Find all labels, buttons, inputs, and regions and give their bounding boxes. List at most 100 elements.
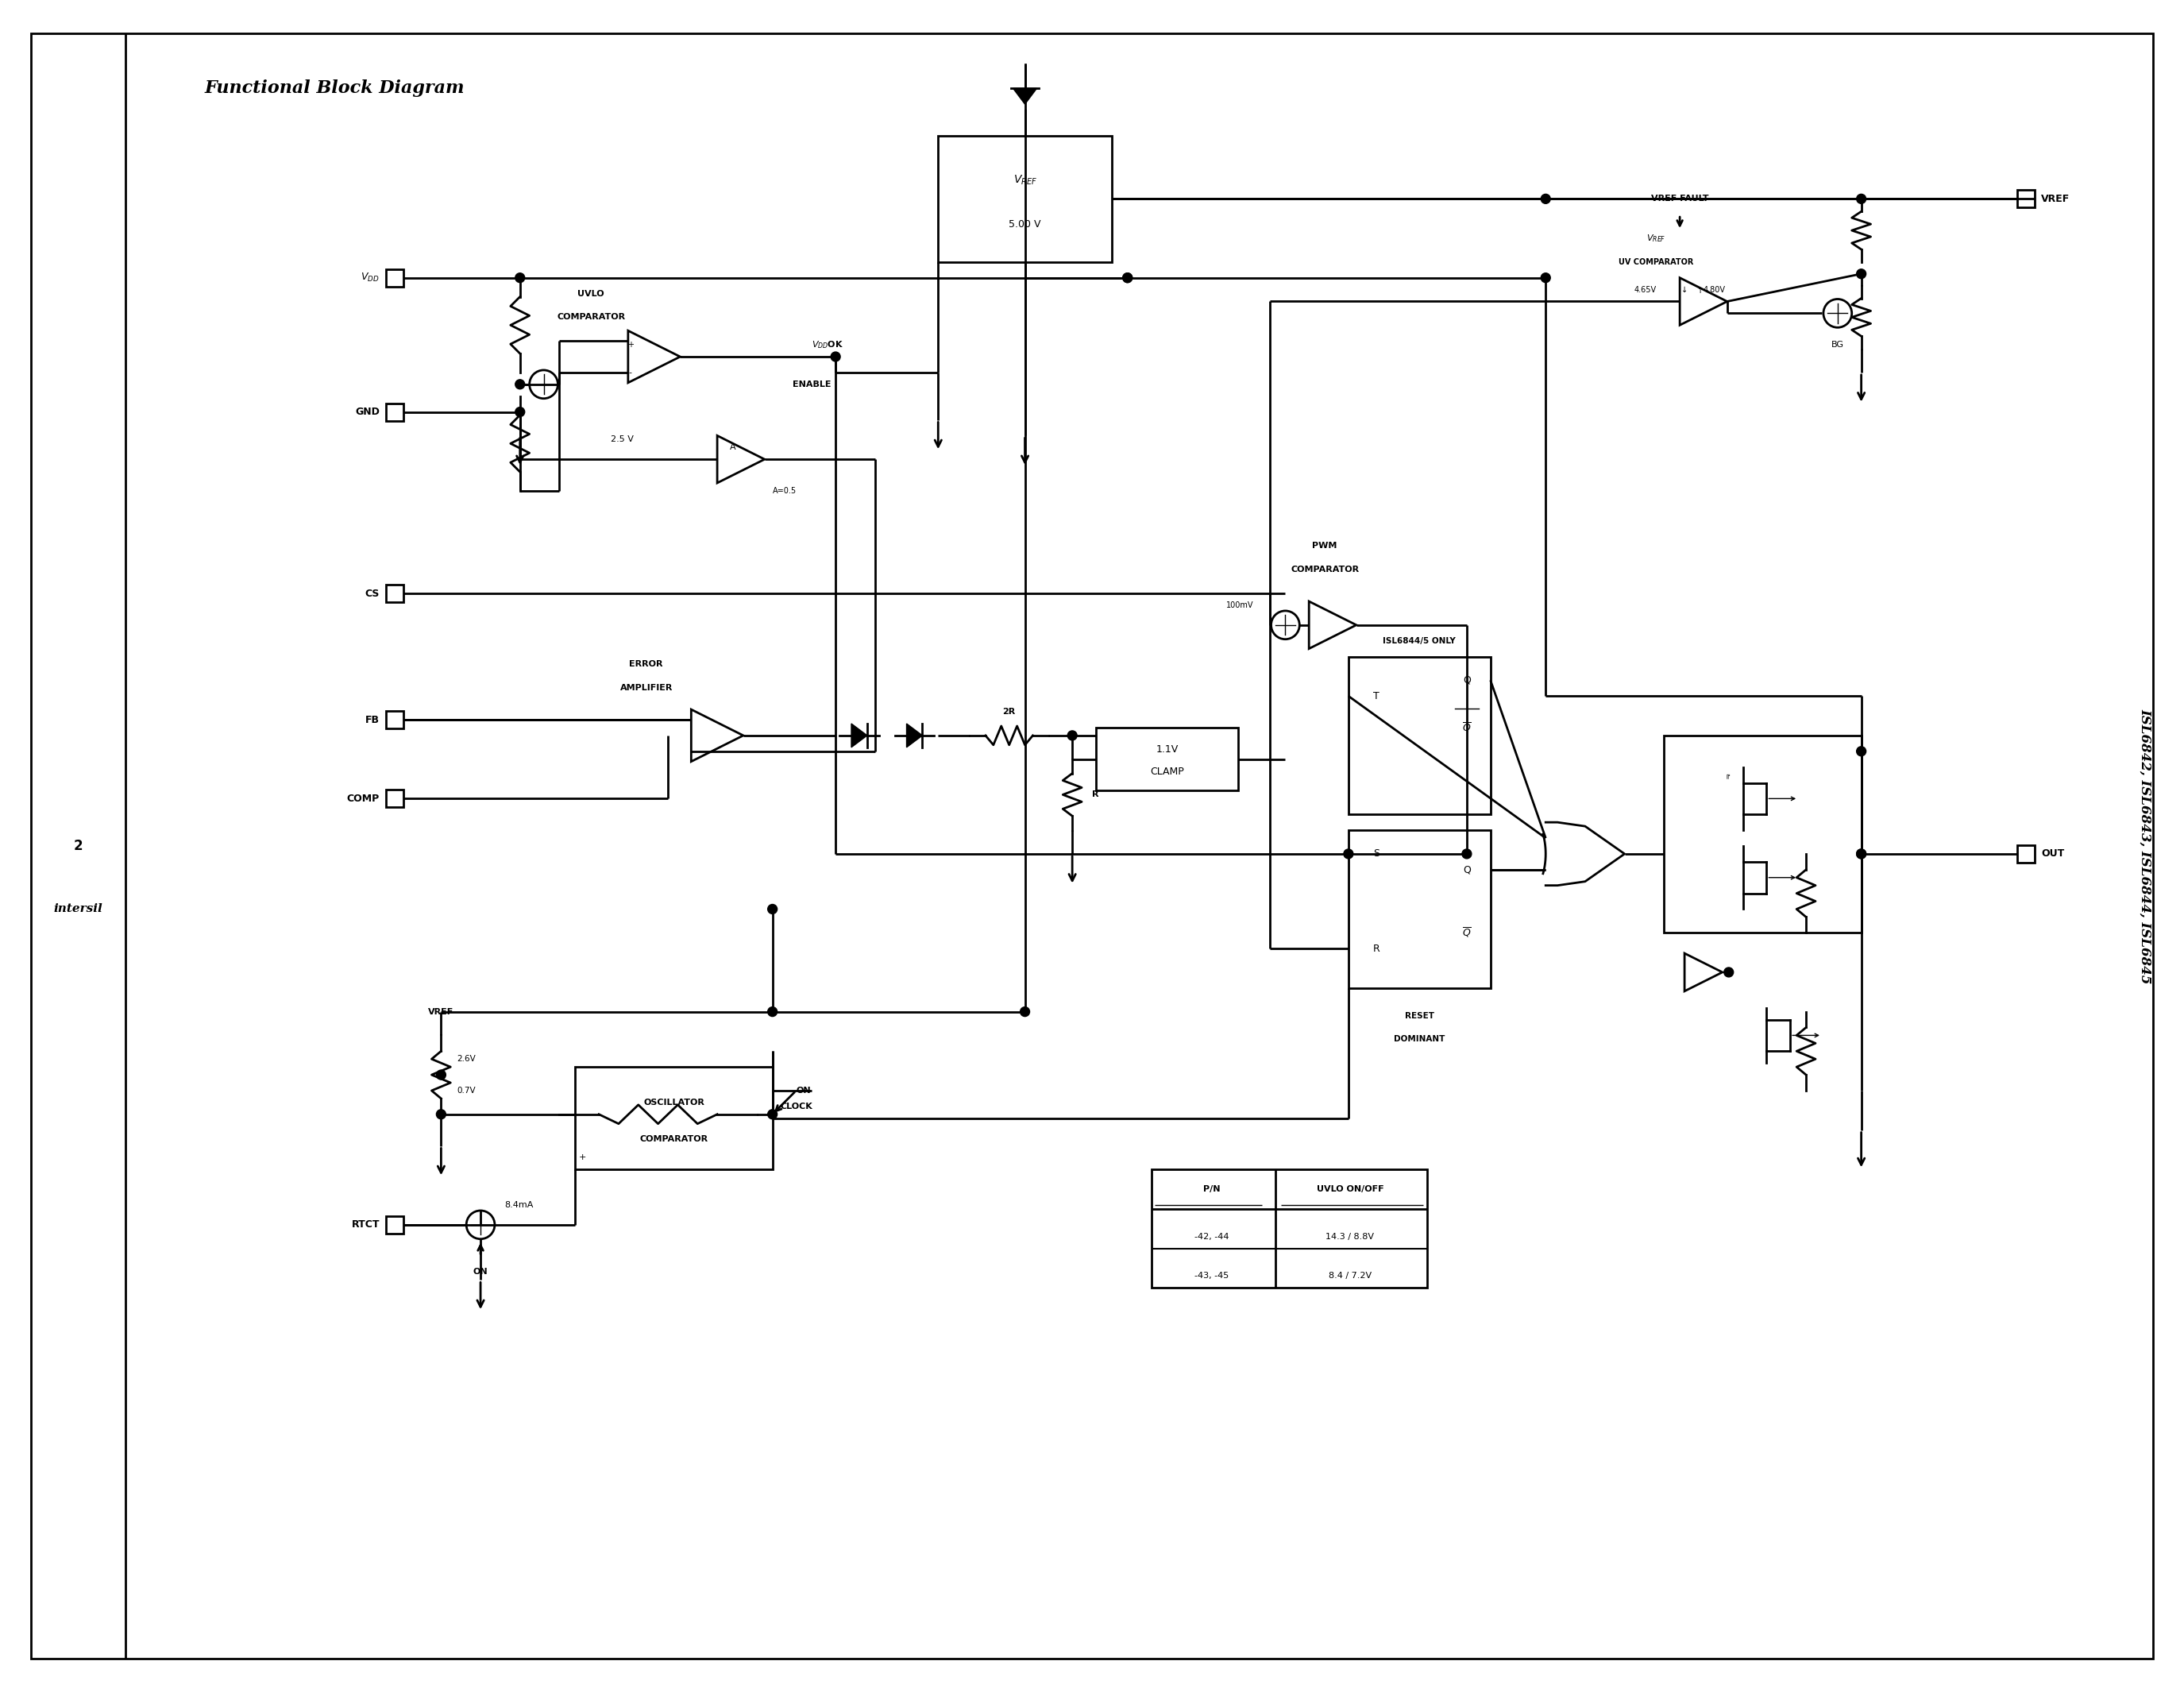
Bar	[574, 1067, 773, 1170]
Text: intersil: intersil	[55, 903, 103, 915]
Text: ISL6844/5 ONLY: ISL6844/5 ONLY	[1382, 636, 1457, 645]
Circle shape	[1123, 273, 1131, 282]
Bar	[1664, 736, 1861, 933]
Bar	[1348, 657, 1489, 814]
Text: R: R	[1372, 944, 1380, 954]
Text: FB: FB	[365, 714, 380, 724]
Circle shape	[1856, 849, 1865, 859]
Text: $\overline{Q}$: $\overline{Q}$	[1461, 721, 1472, 734]
Text: OSCILLATOR: OSCILLATOR	[644, 1099, 705, 1107]
Text: CLOCK: CLOCK	[780, 1102, 812, 1111]
Bar	[939, 135, 1112, 262]
Text: Q: Q	[1463, 675, 1470, 685]
Bar	[387, 711, 404, 729]
Text: -43, -45: -43, -45	[1195, 1273, 1230, 1280]
Text: UVLO ON/OFF: UVLO ON/OFF	[1317, 1185, 1385, 1193]
Circle shape	[1542, 194, 1551, 204]
Text: 1.1V: 1.1V	[1155, 744, 1177, 755]
Text: ON: ON	[797, 1087, 810, 1094]
Circle shape	[1343, 849, 1354, 859]
Text: CLAMP: CLAMP	[1151, 766, 1184, 776]
Text: 5.00 V: 5.00 V	[1009, 219, 1042, 230]
Bar	[1151, 1170, 1428, 1288]
Bar	[387, 268, 404, 287]
Circle shape	[1461, 849, 1472, 859]
Bar	[1096, 728, 1238, 790]
Circle shape	[437, 1070, 446, 1080]
Text: R: R	[1092, 790, 1099, 798]
Circle shape	[1856, 268, 1865, 279]
Text: $\uparrow$: $\uparrow$	[1695, 285, 1704, 294]
Text: T: T	[1374, 690, 1378, 701]
Text: VREF FAULT: VREF FAULT	[1651, 194, 1708, 203]
Circle shape	[1723, 967, 1734, 977]
Text: $V_{REF}$: $V_{REF}$	[1647, 233, 1666, 243]
Circle shape	[830, 353, 841, 361]
Text: 0.7V: 0.7V	[456, 1087, 476, 1094]
Text: 100mV: 100mV	[1227, 601, 1254, 609]
Text: COMPARATOR: COMPARATOR	[557, 314, 625, 321]
Text: $\overline{Q}$: $\overline{Q}$	[1461, 927, 1472, 939]
Text: ╔: ╔	[1725, 771, 1730, 778]
Circle shape	[1856, 746, 1865, 756]
Text: COMPARATOR: COMPARATOR	[1291, 565, 1358, 574]
Text: Q: Q	[1463, 864, 1470, 874]
Text: COMP: COMP	[347, 793, 380, 803]
Text: P/N: P/N	[1203, 1185, 1221, 1193]
Text: ENABLE: ENABLE	[793, 380, 832, 388]
Text: UV COMPARATOR: UV COMPARATOR	[1618, 258, 1693, 267]
Text: 2.6V: 2.6V	[456, 1055, 476, 1063]
Text: BG: BG	[1830, 341, 1843, 349]
Text: -: -	[629, 368, 631, 376]
Text: 14.3 / 8.8V: 14.3 / 8.8V	[1326, 1232, 1374, 1241]
Text: ON: ON	[474, 1268, 487, 1276]
Circle shape	[1856, 849, 1865, 859]
Polygon shape	[1013, 88, 1037, 105]
Circle shape	[1020, 1008, 1029, 1016]
Bar	[2018, 846, 2035, 863]
Text: PWM: PWM	[1313, 542, 1337, 550]
Text: $V_{DD}$: $V_{DD}$	[360, 272, 380, 284]
Text: $V_{REF}$: $V_{REF}$	[1013, 174, 1037, 186]
Bar	[387, 584, 404, 603]
Text: RESET: RESET	[1404, 1011, 1435, 1020]
Circle shape	[769, 1109, 778, 1119]
Circle shape	[769, 1008, 778, 1016]
Text: +: +	[627, 341, 633, 349]
Circle shape	[1068, 731, 1077, 741]
Text: 8.4 / 7.2V: 8.4 / 7.2V	[1328, 1273, 1372, 1280]
Text: 4.80V: 4.80V	[1704, 285, 1725, 294]
Text: CS: CS	[365, 589, 380, 599]
Text: OUT: OUT	[2042, 849, 2064, 859]
Polygon shape	[906, 724, 922, 748]
Circle shape	[515, 407, 524, 417]
Bar	[2018, 191, 2035, 208]
Bar	[387, 790, 404, 807]
Text: A: A	[729, 444, 736, 451]
Bar	[387, 403, 404, 420]
Bar	[387, 1215, 404, 1234]
Circle shape	[515, 273, 524, 282]
Circle shape	[1856, 194, 1865, 204]
Text: 8.4mA: 8.4mA	[505, 1202, 533, 1209]
Text: 2R: 2R	[1002, 707, 1016, 716]
Text: -42, -44: -42, -44	[1195, 1232, 1230, 1241]
Text: 4.65V: 4.65V	[1634, 285, 1655, 294]
Circle shape	[1542, 273, 1551, 282]
Text: COMPARATOR: COMPARATOR	[640, 1134, 708, 1143]
Bar	[1348, 830, 1489, 987]
Text: AMPLIFIER: AMPLIFIER	[620, 684, 673, 692]
Text: +: +	[579, 1153, 587, 1161]
Text: S: S	[1374, 849, 1380, 859]
Text: UVLO: UVLO	[577, 290, 605, 297]
Text: 2: 2	[74, 839, 83, 852]
Text: VREF: VREF	[428, 1008, 454, 1016]
Text: ERROR: ERROR	[629, 660, 664, 668]
Polygon shape	[852, 724, 867, 748]
Text: Functional Block Diagram: Functional Block Diagram	[205, 79, 465, 98]
Text: ISL6842, ISL6843, ISL6844, ISL6845: ISL6842, ISL6843, ISL6844, ISL6845	[2138, 709, 2151, 984]
Circle shape	[1123, 273, 1131, 282]
Text: $\downarrow$: $\downarrow$	[1679, 285, 1688, 294]
Text: DOMINANT: DOMINANT	[1393, 1035, 1446, 1043]
Text: RTCT: RTCT	[352, 1220, 380, 1231]
